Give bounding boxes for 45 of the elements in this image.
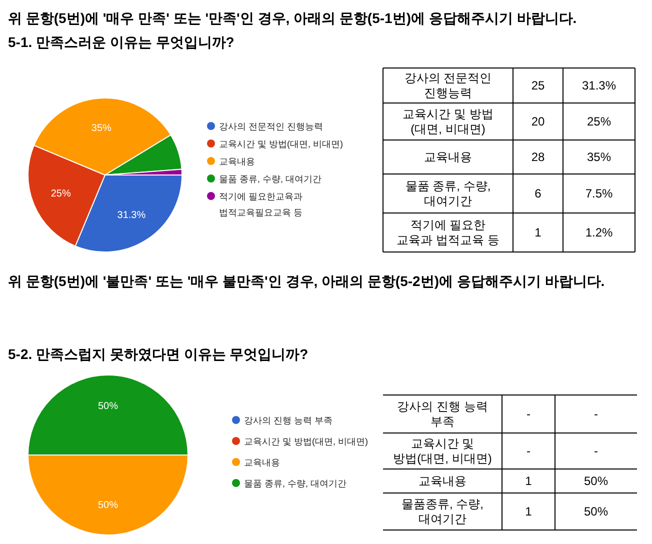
- data-label: 25%: [50, 188, 71, 200]
- text: -: [526, 444, 530, 458]
- text: 1: [525, 504, 532, 518]
- text: 교육시간 및 방법 (대면, 비대면): [402, 107, 494, 136]
- legend-label: 적기에 필요한교육과 법적교육필요교육 등: [219, 192, 303, 218]
- legend-label: 물품 종류, 수량, 대여기간: [219, 174, 322, 184]
- text: 7.5%: [585, 186, 613, 200]
- text: 25: [531, 78, 545, 92]
- legend-label: 강사의 전문적인 진행능력: [219, 122, 324, 132]
- text: 6: [534, 186, 542, 200]
- chart-subtitle: 5-2. 만족스럽지 못하였다면 이유는 무엇입니까?: [8, 346, 308, 362]
- text: 1.2%: [585, 226, 613, 240]
- text: 20: [531, 114, 545, 128]
- text: -: [526, 407, 530, 421]
- text: 교육내용: [424, 150, 472, 164]
- text: 교육내용: [418, 474, 466, 488]
- text: 물품 종류, 수량, 대여기간: [405, 179, 491, 208]
- legend-label: 교육시간 및 방법(대면, 비대면): [244, 436, 368, 446]
- data-label: 50%: [98, 400, 118, 412]
- legend-label: 교육내용: [244, 458, 280, 468]
- text: 강사의 진행 능력 부족: [397, 400, 488, 428]
- text: 50%: [584, 504, 608, 518]
- text: -: [594, 444, 598, 458]
- text: -: [594, 407, 598, 421]
- text: 1: [534, 226, 542, 240]
- data-label: 35%: [91, 122, 112, 134]
- text: 교육시간 및 방법(대면, 비대면): [393, 436, 492, 466]
- text: 물품종류, 수량, 대여기간: [401, 497, 484, 526]
- chart-title: 위 문항(5번)에 '불만족' 또는 '매우 불만족'인 경우, 아래의 문항(5-2번)에 응답해주시기 바랍니다.: [8, 273, 605, 289]
- legend-label: 물품 종류, 수량, 대여기간: [244, 478, 347, 488]
- text: 25%: [586, 114, 612, 128]
- legend-label: 교육내용: [219, 156, 255, 166]
- text: 강사의 전문적인 진행능력: [404, 71, 492, 100]
- chart-subtitle: 5-1. 만족스러운 이유는 무엇입니까?: [8, 34, 234, 50]
- data-label: 50%: [98, 500, 118, 512]
- text: 28: [531, 150, 545, 164]
- data-label: 31.3%: [117, 210, 146, 222]
- legend-label: 강사의 진행 능력 부족: [244, 416, 333, 426]
- legend-label: 교육시간 및 방법(대면, 비대면): [219, 139, 343, 149]
- text: 50%: [584, 474, 608, 488]
- text: 적기에 필요한 교육과 법적교육 등: [396, 218, 500, 247]
- text: 1: [525, 474, 532, 488]
- text: 35%: [586, 150, 612, 164]
- text: 31.3%: [582, 78, 616, 92]
- chart-title: 위 문항(5번)에 '매우 만족' 또는 '만족'인 경우, 아래의 문항(5-1번)에 응답해주시기 바랍니다.: [8, 10, 577, 26]
